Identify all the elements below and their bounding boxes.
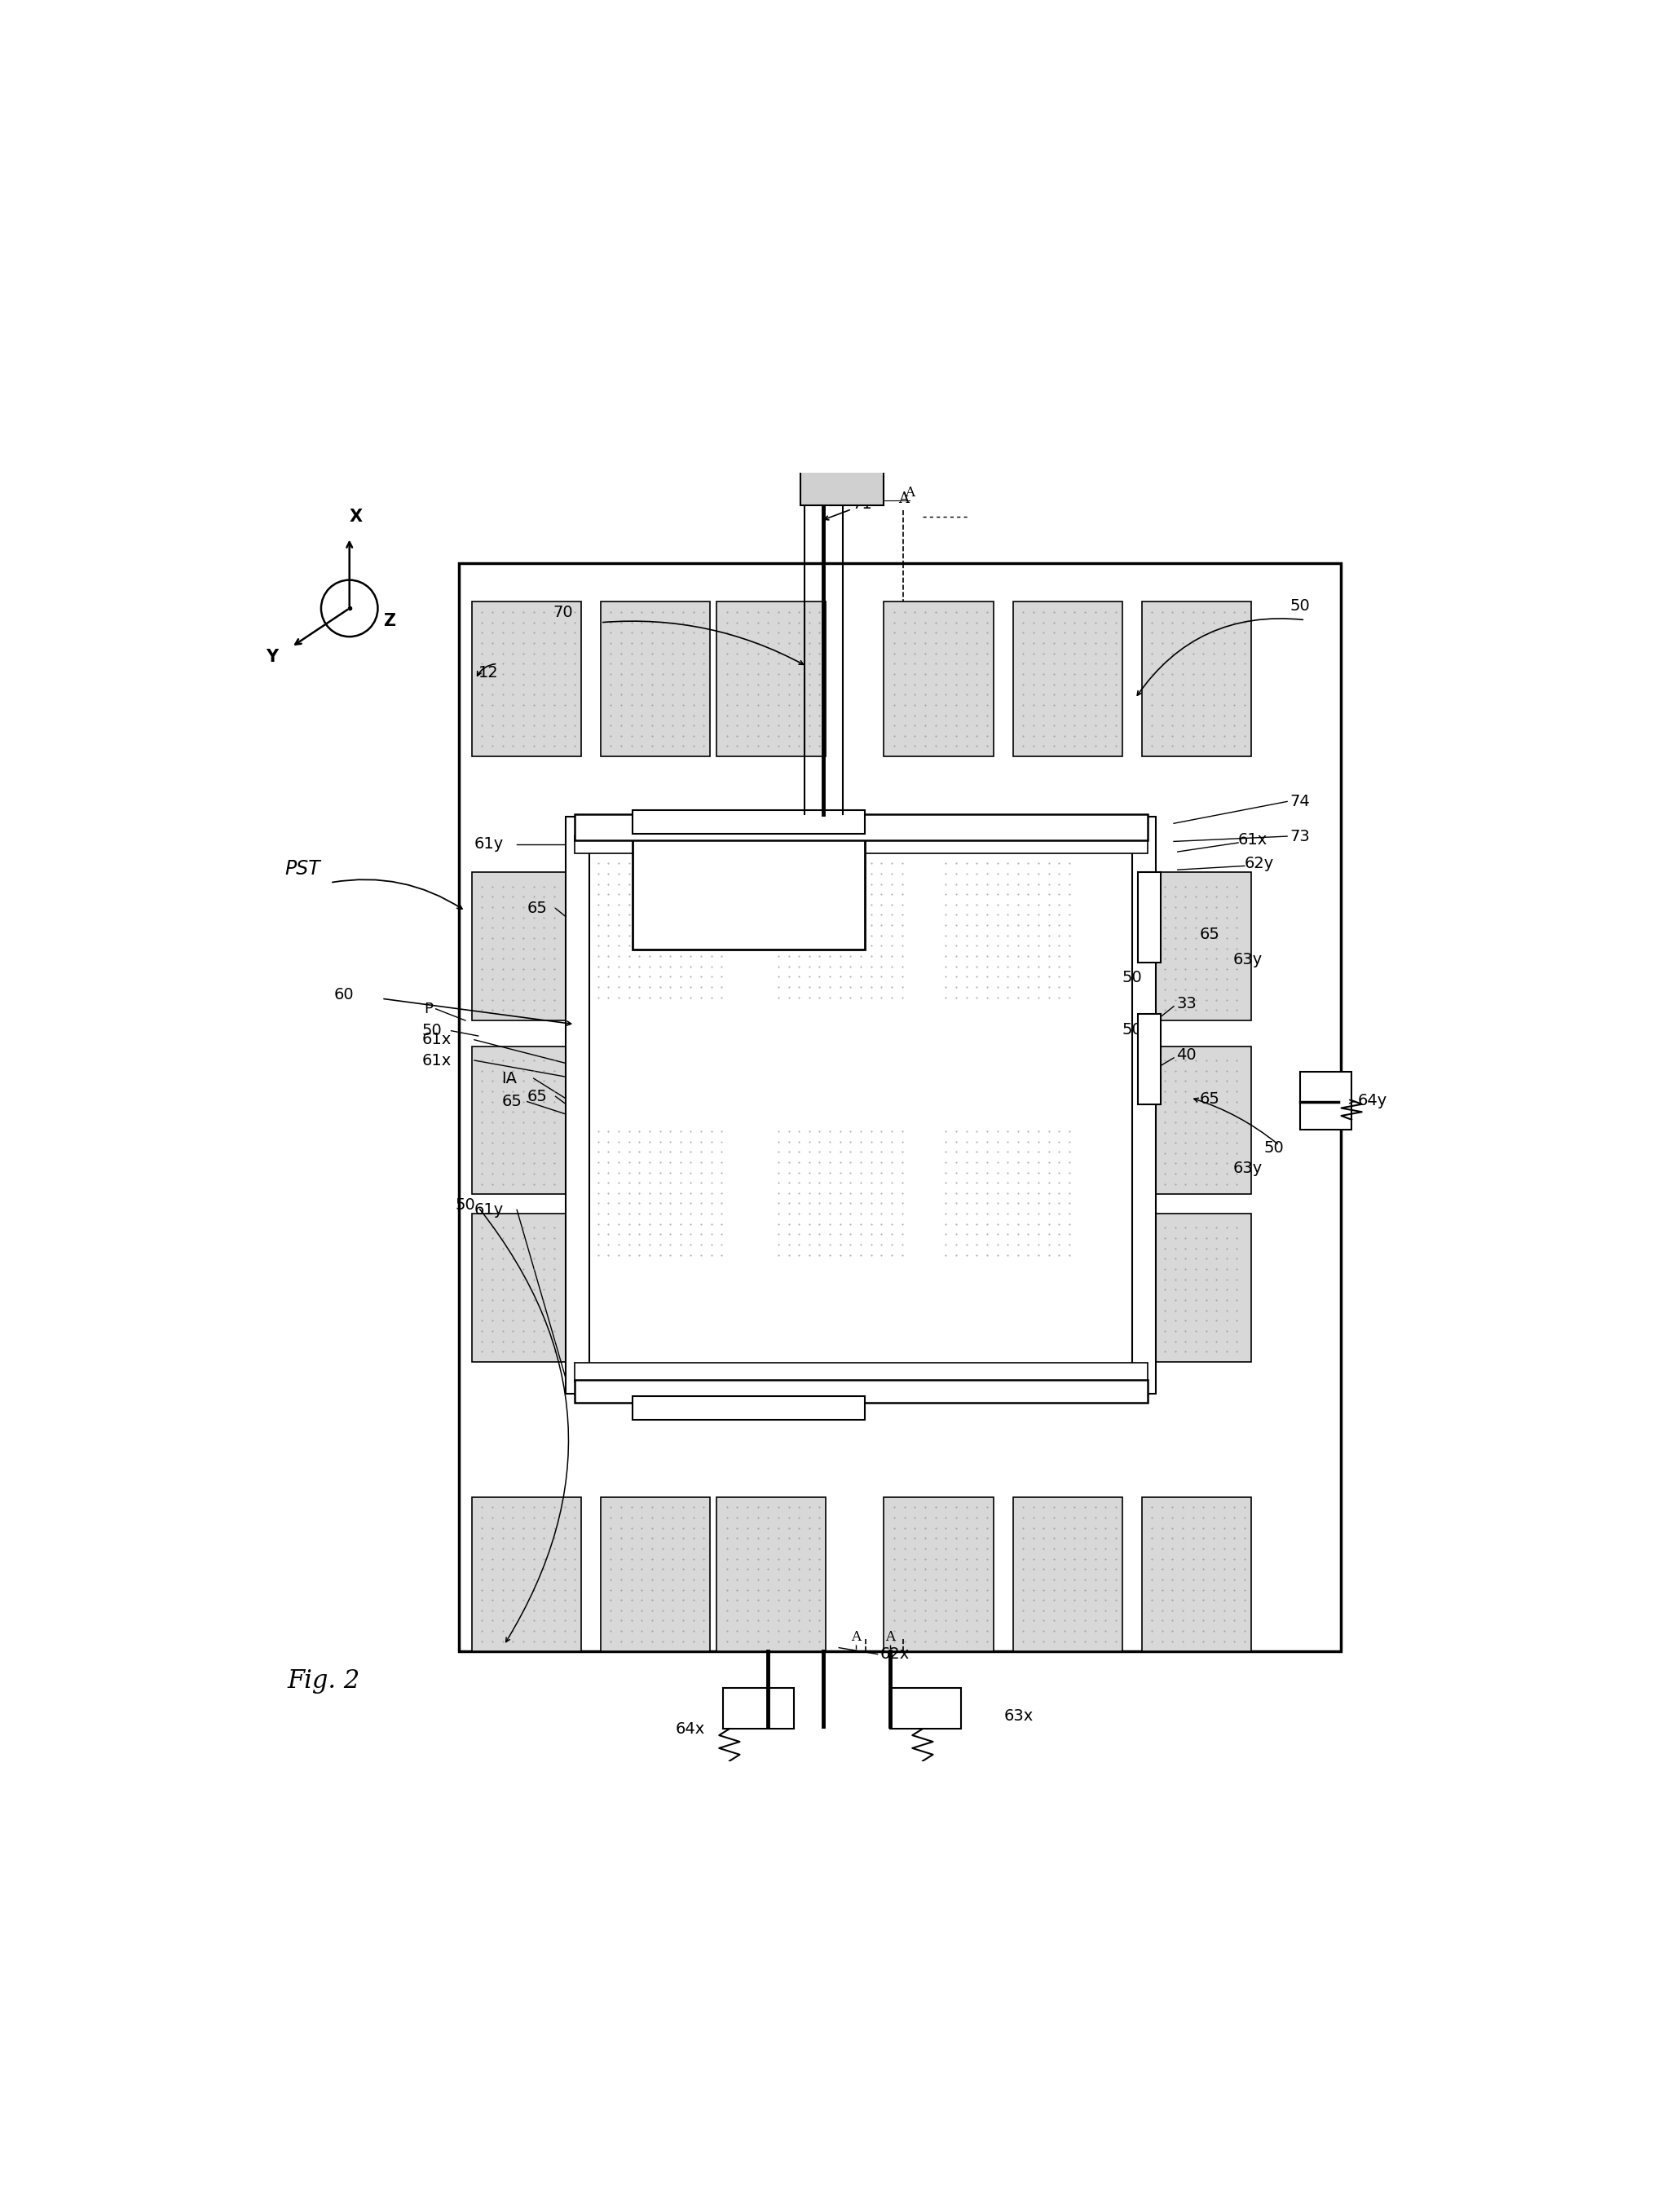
Text: 61y: 61y [474, 1201, 504, 1217]
Text: Fig. 2: Fig. 2 [288, 1668, 361, 1694]
Text: 63x: 63x [1004, 1708, 1034, 1723]
Text: 65: 65 [1200, 927, 1220, 942]
Bar [768, 854, 916, 1009]
Text: 70: 70 [553, 604, 573, 619]
Text: 40: 40 [1177, 1048, 1197, 1064]
Bar [633, 821, 864, 949]
Text: 61x: 61x [422, 1053, 450, 1068]
Text: 63y: 63y [1233, 1161, 1263, 1177]
Text: A: A [904, 484, 914, 500]
Text: 62x: 62x [881, 1646, 909, 1661]
Bar [723, 1688, 794, 1730]
Text: 61x: 61x [422, 1033, 450, 1048]
Text: A: A [851, 1630, 861, 1644]
Bar [472, 1498, 582, 1652]
Text: 65: 65 [1200, 1091, 1220, 1106]
Bar [1132, 816, 1155, 1394]
Text: 65: 65 [527, 1088, 547, 1104]
Bar [472, 872, 568, 1020]
Text: 65: 65 [502, 1095, 522, 1110]
Bar [716, 1498, 826, 1652]
Text: 64x: 64x [675, 1721, 705, 1736]
Bar [575, 1380, 1148, 1402]
Bar [1155, 1214, 1251, 1363]
Text: 71: 71 [853, 495, 873, 511]
Text: A: A [859, 491, 869, 507]
Text: X: X [349, 509, 362, 524]
Bar [1138, 872, 1162, 962]
Text: PST: PST [286, 858, 321, 878]
Bar [472, 1214, 568, 1363]
Bar [768, 1117, 916, 1265]
Text: P: P [424, 1002, 434, 1015]
Bar [588, 1117, 736, 1265]
Bar [472, 1046, 568, 1194]
Text: 50: 50 [1122, 1022, 1142, 1037]
Bar [600, 602, 710, 757]
Bar [600, 1498, 710, 1652]
Text: A: A [886, 1630, 896, 1644]
Text: 61x: 61x [1238, 832, 1268, 847]
Bar [884, 1498, 994, 1652]
Bar [575, 834, 1148, 854]
Text: 50: 50 [1122, 971, 1142, 987]
Bar [565, 816, 588, 1394]
Bar [575, 821, 1148, 1394]
Text: Y: Y [266, 648, 279, 666]
Bar [1155, 1046, 1251, 1194]
Bar [575, 814, 1148, 841]
Bar [459, 564, 1341, 1652]
Bar [1138, 1013, 1162, 1104]
Bar [716, 602, 826, 757]
Bar [936, 1117, 1084, 1265]
Text: IA: IA [502, 1071, 517, 1086]
Text: 73: 73 [1290, 830, 1310, 845]
Text: 60: 60 [334, 987, 354, 1002]
Bar [472, 602, 582, 757]
Text: 50: 50 [455, 1197, 475, 1212]
Text: A: A [868, 484, 878, 500]
Text: 74: 74 [1290, 794, 1310, 810]
Bar [1012, 602, 1122, 757]
Bar [936, 854, 1084, 1009]
Text: 61y: 61y [474, 836, 504, 852]
Text: A: A [897, 491, 909, 507]
Bar [884, 602, 994, 757]
Text: 33: 33 [1177, 995, 1197, 1011]
Bar [588, 854, 736, 1009]
Text: 12: 12 [479, 666, 499, 681]
Bar [633, 810, 864, 834]
Text: 50: 50 [422, 1022, 442, 1037]
Bar [633, 1396, 864, 1420]
Text: Z: Z [382, 613, 396, 630]
Bar [1142, 1498, 1251, 1652]
Bar [1155, 872, 1251, 1020]
Bar [1142, 602, 1251, 757]
Bar [891, 1688, 961, 1730]
Text: 50: 50 [1265, 1139, 1285, 1155]
Text: 65: 65 [527, 900, 547, 916]
Bar [801, 469, 884, 504]
Bar [575, 1363, 1148, 1380]
Text: 50: 50 [1290, 597, 1310, 613]
Bar [1012, 1498, 1122, 1652]
Bar [1300, 1073, 1351, 1130]
Text: 62y: 62y [1245, 856, 1275, 872]
Text: 64y: 64y [1358, 1093, 1388, 1108]
Text: 63y: 63y [1233, 951, 1263, 967]
